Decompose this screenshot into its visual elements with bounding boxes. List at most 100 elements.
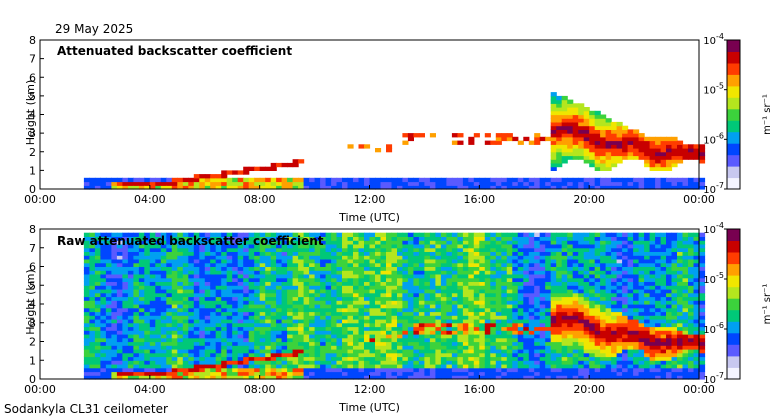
heatmap-cell <box>440 270 447 275</box>
heatmap-cell <box>188 345 195 350</box>
heatmap-cell <box>375 292 382 298</box>
heatmap-cell <box>364 244 371 249</box>
heatmap-cell <box>611 159 618 164</box>
heatmap-cell <box>655 140 662 145</box>
heatmap-cell <box>605 326 612 331</box>
heatmap-cell <box>391 337 398 343</box>
heatmap-cell <box>369 251 376 256</box>
heatmap-cell <box>342 349 349 354</box>
heatmap-cell <box>528 304 535 309</box>
heatmap-cell <box>605 159 612 164</box>
heatmap-cell <box>660 315 667 320</box>
heatmap-cell <box>644 315 651 320</box>
heatmap-cell <box>397 364 404 369</box>
heatmap-cell <box>666 364 673 369</box>
heatmap-cell <box>567 270 574 275</box>
heatmap-cell <box>193 311 200 316</box>
heatmap-cell <box>457 341 464 346</box>
heatmap-cell <box>177 262 184 267</box>
heatmap-cell <box>83 277 90 282</box>
heatmap-cell <box>397 292 404 298</box>
heatmap-cell <box>298 274 305 279</box>
heatmap-cell <box>105 255 112 260</box>
heatmap-cell <box>155 345 162 350</box>
heatmap-cell <box>347 322 354 328</box>
heatmap-cell <box>325 181 332 186</box>
heatmap-cell <box>353 247 360 252</box>
heatmap-cell <box>418 251 425 256</box>
heatmap-cell <box>473 255 480 260</box>
heatmap-cell <box>451 360 458 365</box>
heatmap-cell <box>451 285 458 290</box>
heatmap-cell <box>210 360 217 365</box>
heatmap-cell <box>298 292 305 298</box>
heatmap-cell <box>265 289 272 294</box>
heatmap-cell <box>616 292 623 298</box>
heatmap-cell <box>600 236 607 241</box>
heatmap-cell <box>649 292 656 298</box>
heatmap-cell <box>611 125 618 130</box>
heatmap-cell <box>528 247 535 252</box>
heatmap-cell <box>254 304 261 309</box>
heatmap-cell <box>270 315 277 320</box>
heatmap-cell <box>353 185 360 190</box>
heatmap-cell <box>688 155 695 160</box>
heatmap-cell <box>336 322 343 328</box>
heatmap-cell <box>567 99 574 104</box>
heatmap-cell <box>116 247 123 252</box>
heatmap-cell <box>484 181 491 186</box>
heatmap-cell <box>226 262 233 267</box>
heatmap-cell <box>407 292 414 298</box>
heatmap-cell <box>462 364 469 369</box>
heatmap-cell <box>501 296 508 301</box>
heatmap-cell <box>534 232 541 237</box>
heatmap-cell <box>215 266 222 271</box>
heatmap-cell <box>660 144 667 149</box>
heatmap-cell <box>451 262 458 267</box>
heatmap-cell <box>523 185 530 190</box>
heatmap-cell <box>182 352 189 358</box>
heatmap-cell <box>638 307 645 313</box>
heatmap-cell <box>111 311 118 316</box>
heatmap-cell <box>270 311 277 316</box>
heatmap-cell <box>171 270 178 275</box>
heatmap-cell <box>545 255 552 260</box>
heatmap-cell <box>353 304 360 309</box>
heatmap-cell <box>605 330 612 335</box>
heatmap-cell <box>589 352 596 358</box>
heatmap-cell <box>204 364 211 369</box>
heatmap-cell <box>375 364 382 369</box>
heatmap-cell <box>589 259 596 264</box>
heatmap-cell <box>616 133 623 138</box>
heatmap-cell <box>583 360 590 365</box>
heatmap-cell <box>583 144 590 149</box>
heatmap-cell <box>171 360 178 365</box>
heatmap-cell <box>506 300 513 305</box>
heatmap-cell <box>89 247 96 252</box>
heatmap-cell <box>232 277 239 282</box>
heatmap-cell <box>336 364 343 369</box>
heatmap-cell <box>281 311 288 316</box>
heatmap-cell <box>644 259 651 264</box>
heatmap-cell <box>133 375 140 380</box>
heatmap-cell <box>671 159 678 164</box>
heatmap-cell <box>397 181 404 186</box>
heatmap-cell <box>160 330 167 335</box>
heatmap-cell <box>605 240 612 245</box>
heatmap-cell <box>534 281 541 286</box>
heatmap-cell <box>402 326 409 331</box>
heatmap-cell <box>501 330 508 335</box>
heatmap-cell <box>226 341 233 346</box>
heatmap-cell <box>660 300 667 305</box>
heatmap-cell <box>512 240 519 245</box>
heatmap-cell <box>572 144 579 149</box>
colorbar-swatch <box>727 131 740 144</box>
heatmap-cell <box>506 181 513 186</box>
heatmap-cell <box>182 274 189 279</box>
heatmap-cell <box>589 360 596 365</box>
heatmap-cell <box>407 322 414 328</box>
heatmap-cell <box>418 133 425 138</box>
heatmap-cell <box>105 371 112 376</box>
heatmap-cell <box>210 315 217 320</box>
heatmap-cell <box>386 232 393 237</box>
